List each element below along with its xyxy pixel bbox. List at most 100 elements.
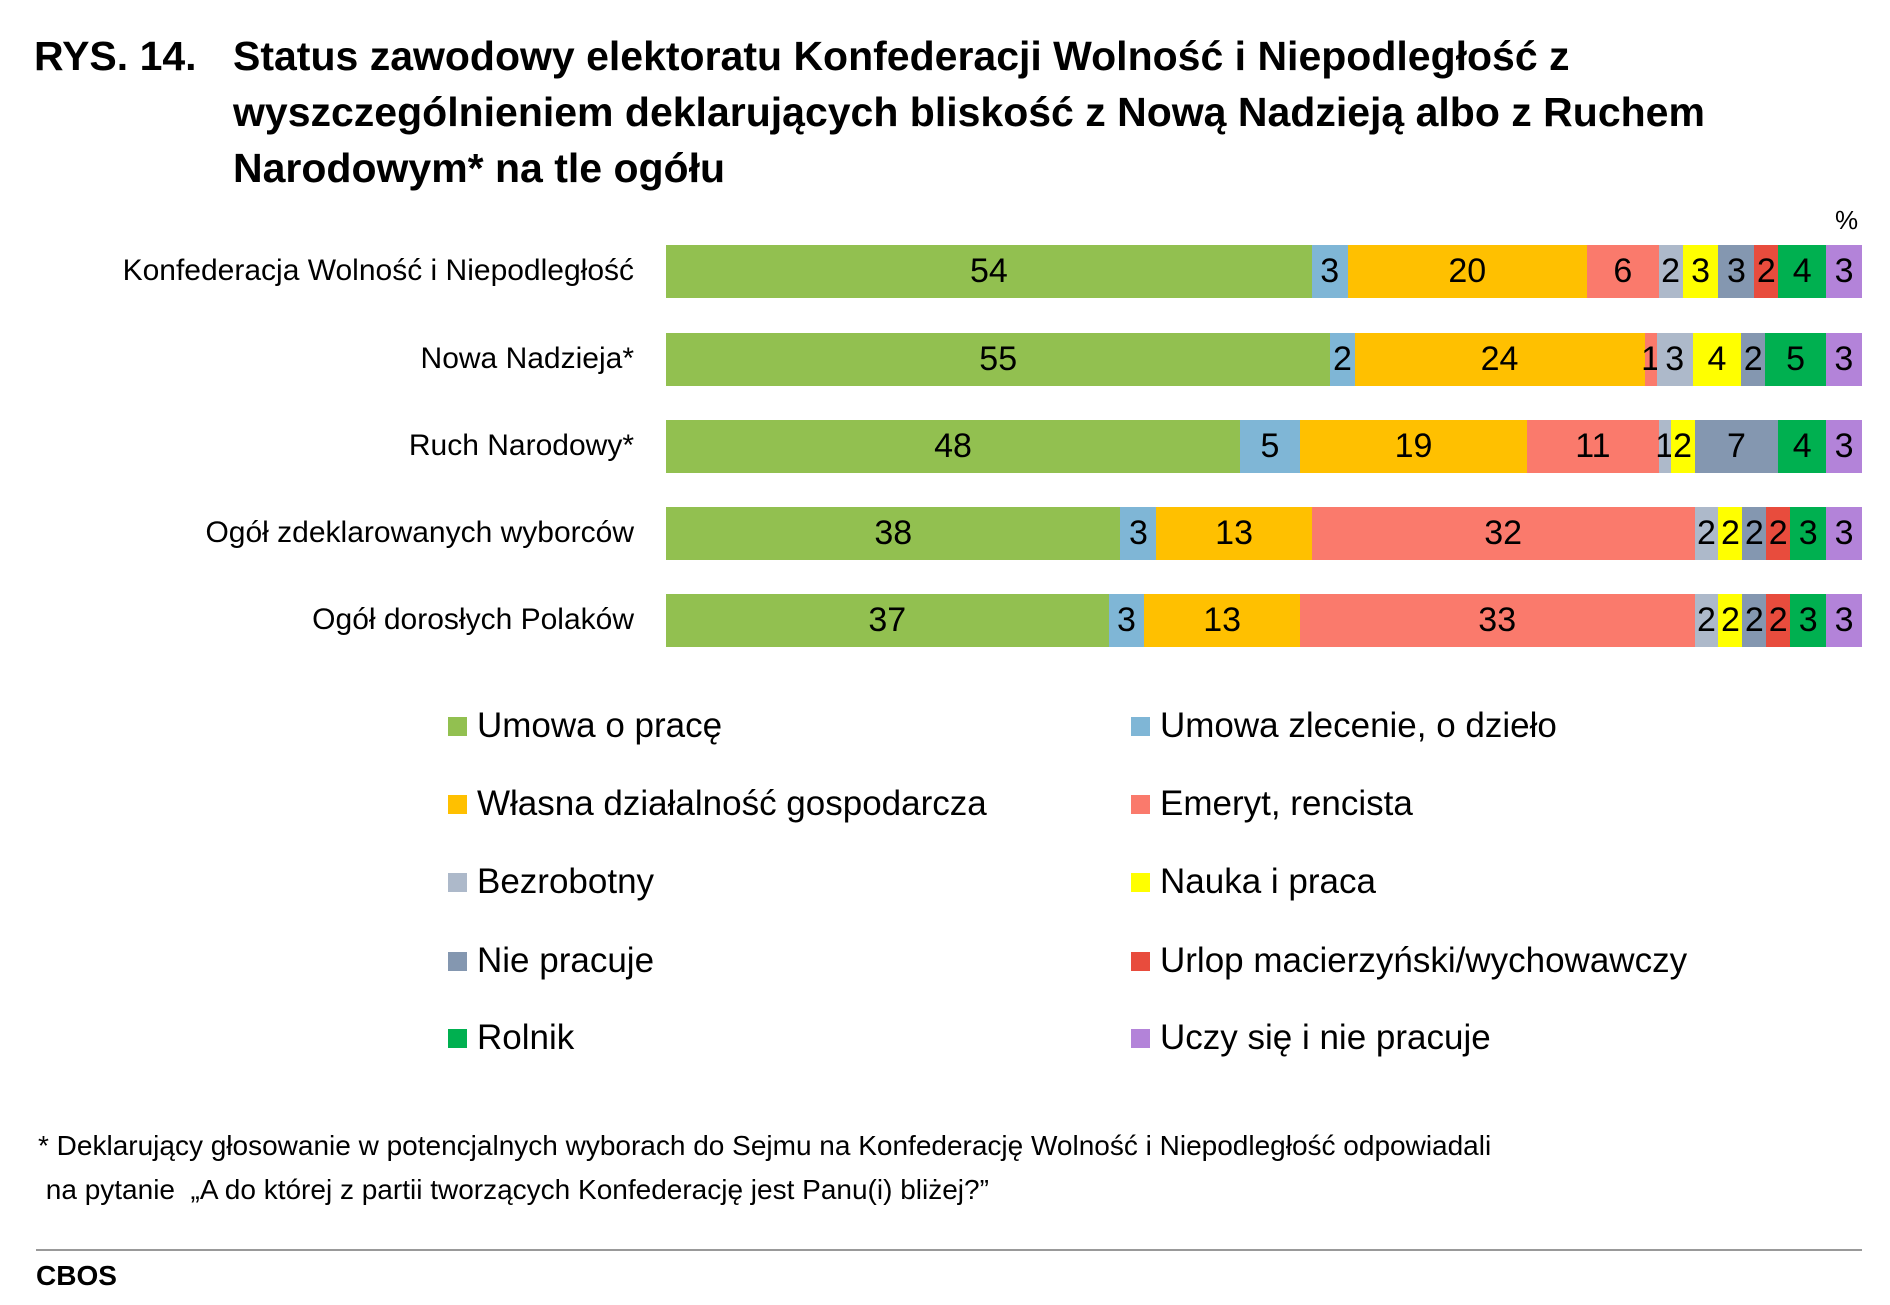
data-label: 3 xyxy=(1320,251,1340,290)
data-label: 3 xyxy=(1128,513,1148,552)
bar-segment: 19 xyxy=(1299,419,1528,473)
data-label: 7 xyxy=(1726,426,1746,465)
legend-label: Własna działalność gospodarcza xyxy=(477,784,987,823)
data-label: 37 xyxy=(868,600,907,639)
category-label: Nowa Nadzieja* xyxy=(420,342,634,375)
legend-label: Nauka i praca xyxy=(1160,862,1376,901)
bar-segment: 2 xyxy=(1718,506,1743,560)
bar-segment: 1 xyxy=(1655,419,1674,473)
bar-segment: 5 xyxy=(1765,332,1826,386)
data-label: 2 xyxy=(1744,600,1764,639)
data-label: 2 xyxy=(1744,513,1764,552)
legend-swatch xyxy=(1131,1028,1150,1048)
data-label: 2 xyxy=(1768,513,1788,552)
data-label: 2 xyxy=(1673,426,1693,465)
data-label: 54 xyxy=(970,251,1008,290)
bar-segment: 2 xyxy=(1694,593,1719,647)
bar-segment: 4 xyxy=(1692,332,1742,386)
legend-item: Nie pracuje xyxy=(448,941,654,981)
data-label: 3 xyxy=(1834,339,1854,378)
bar-segment: 3 xyxy=(1826,244,1862,298)
data-label: 3 xyxy=(1834,426,1854,465)
legend-label: Uczy się i nie pracuje xyxy=(1160,1018,1491,1057)
legend-swatch xyxy=(448,1028,467,1048)
bar-segment: 20 xyxy=(1347,244,1587,298)
bar-segment: 2 xyxy=(1766,506,1791,560)
bar-segment: 3 xyxy=(1311,244,1348,298)
data-label: 48 xyxy=(934,426,972,465)
category-label: Ruch Narodowy* xyxy=(408,429,634,462)
legend-swatch xyxy=(448,951,467,971)
legend-label: Nie pracuje xyxy=(477,941,655,980)
legend-swatch xyxy=(1131,951,1150,971)
bar-segment: 6 xyxy=(1586,244,1659,298)
legend-label: Urlop macierzyński/wychowawczy xyxy=(1160,941,1688,980)
bar-segment: 3 xyxy=(1108,593,1145,647)
bar-segment: 48 xyxy=(666,419,1241,473)
bar-segment: 11 xyxy=(1527,419,1659,473)
footnote-line-1: * Deklarujący głosowanie w potencjalnych… xyxy=(38,1130,1492,1161)
bar-segment: 13 xyxy=(1156,506,1312,560)
bar-segment: 38 xyxy=(666,506,1121,560)
legend-item: Emeryt, rencista xyxy=(1131,784,1413,824)
legend-swatch xyxy=(1131,794,1150,814)
bar-segment: 3 xyxy=(1826,419,1862,473)
legend-item: Rolnik xyxy=(448,1018,574,1058)
data-label: 4 xyxy=(1707,339,1727,378)
legend-item: Umowa zlecenie, o dzieło xyxy=(1131,706,1557,746)
bar-segment: 2 xyxy=(1741,332,1766,386)
legend-swatch xyxy=(1131,872,1150,892)
bar-segment: 1 xyxy=(1641,332,1660,386)
legend-label: Rolnik xyxy=(477,1018,575,1057)
chart-title: Status zawodowy elektoratu Konfederacji … xyxy=(233,33,1705,191)
bar-segment: 55 xyxy=(666,332,1331,386)
legend-label: Umowa zlecenie, o dzieło xyxy=(1160,706,1557,745)
bar-segment: 3 xyxy=(1656,332,1693,386)
bar-segment: 32 xyxy=(1311,506,1695,560)
bar-segment: 4 xyxy=(1778,419,1827,473)
bar-segment: 3 xyxy=(1120,506,1157,560)
category-label: Ogół zdeklarowanych wyborców xyxy=(205,516,634,549)
data-label: 2 xyxy=(1720,513,1740,552)
bar-segment: 3 xyxy=(1826,593,1862,647)
bar-segment: 4 xyxy=(1778,244,1827,298)
category-label: Konfederacja Wolność i Niepodległość xyxy=(122,254,634,287)
legend-item: Urlop macierzyński/wychowawczy xyxy=(1131,941,1687,981)
bar-segment: 2 xyxy=(1742,593,1767,647)
bar-segment: 2 xyxy=(1670,419,1695,473)
bar-segment: 2 xyxy=(1330,332,1355,386)
data-label: 6 xyxy=(1613,251,1633,290)
category-label: Ogół dorosłych Polaków xyxy=(312,603,634,636)
data-label: 3 xyxy=(1834,251,1854,290)
legend-item: Bezrobotny xyxy=(448,862,654,902)
bar-segment: 13 xyxy=(1144,593,1300,647)
bar-segment: 3 xyxy=(1790,593,1827,647)
data-label: 2 xyxy=(1743,339,1763,378)
data-label: 2 xyxy=(1661,251,1681,290)
bar-segment: 2 xyxy=(1718,593,1743,647)
legend-item: Uczy się i nie pracuje xyxy=(1131,1018,1491,1058)
figure-label: RYS. 14. xyxy=(34,33,197,79)
data-label: 3 xyxy=(1798,600,1818,639)
data-label: 24 xyxy=(1480,339,1519,378)
data-label: 5 xyxy=(1260,426,1280,465)
legend-label: Umowa o pracę xyxy=(477,706,723,745)
bar-segment: 33 xyxy=(1299,593,1695,647)
data-label: 32 xyxy=(1484,513,1523,552)
data-label: 1 xyxy=(1641,339,1661,378)
bar-segment: 2 xyxy=(1694,506,1719,560)
footnote-line-2: na pytanie „A do której z partii tworząc… xyxy=(38,1174,989,1205)
bar-segment: 2 xyxy=(1658,244,1683,298)
bar-segment: 3 xyxy=(1682,244,1719,298)
legend-swatch xyxy=(448,872,467,892)
data-label: 1 xyxy=(1655,426,1675,465)
bar-segment: 5 xyxy=(1240,419,1300,473)
data-label: 13 xyxy=(1215,513,1253,552)
data-label: 3 xyxy=(1691,251,1710,290)
data-label: 2 xyxy=(1697,513,1716,552)
data-label: 38 xyxy=(874,513,913,552)
divider xyxy=(36,1249,1862,1251)
data-label: 3 xyxy=(1834,600,1854,639)
legend-label: Bezrobotny xyxy=(477,862,655,901)
bar-segment: 3 xyxy=(1790,506,1827,560)
